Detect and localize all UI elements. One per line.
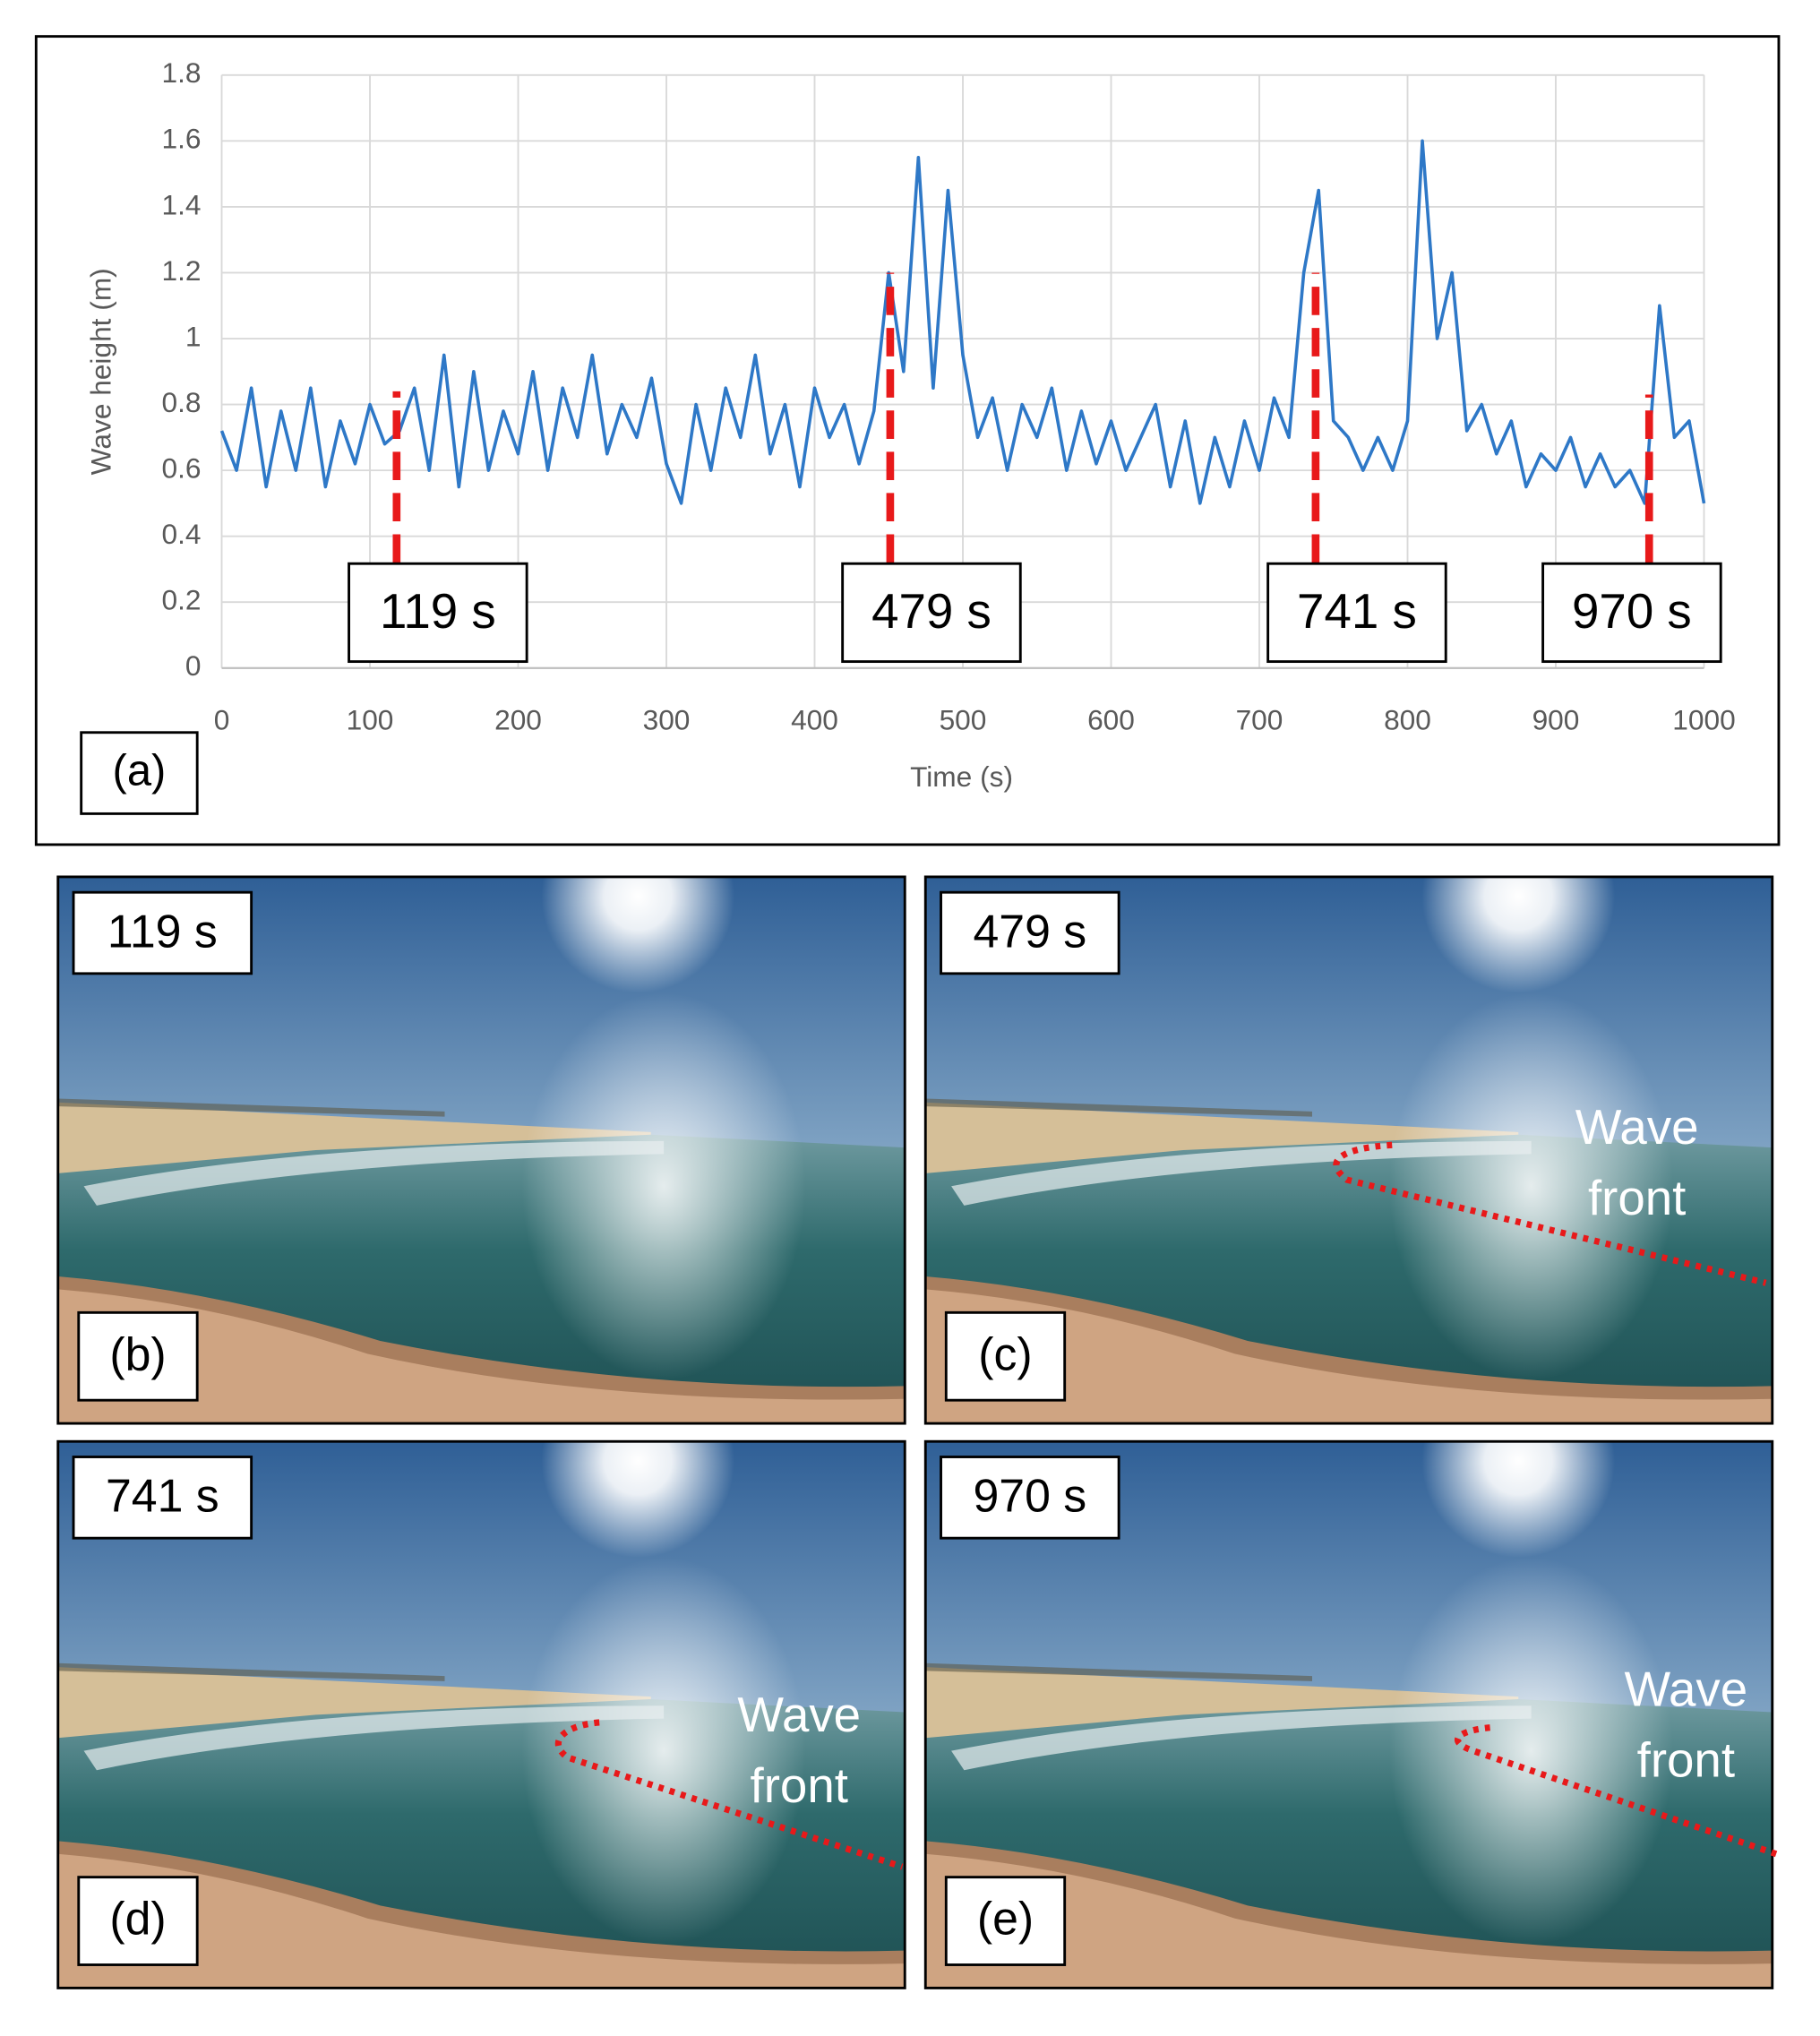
annotation: Wave	[1575, 1099, 1699, 1155]
x-tick-label: 800	[1384, 704, 1431, 736]
panel-border	[56, 875, 906, 1425]
photo	[925, 876, 1773, 1424]
glint	[521, 992, 806, 1380]
x-tick-label: 600	[1087, 704, 1135, 736]
photo-panel: 119 s (b)	[56, 875, 906, 1425]
time-label-box	[72, 890, 253, 975]
rocks-light	[925, 1289, 1773, 1424]
y-tick-label: 0	[185, 649, 202, 682]
glint	[1389, 992, 1673, 1380]
trees	[925, 1662, 1312, 1681]
glint	[521, 1557, 806, 1945]
photo	[925, 1441, 1773, 1989]
rocks-light	[925, 1853, 1773, 1989]
panel-border	[56, 1439, 906, 1989]
y-tick-label: 0.6	[161, 451, 201, 484]
marker-label-box	[841, 562, 1022, 664]
time-label-box	[72, 1456, 253, 1540]
panel-label-box	[80, 731, 199, 815]
x-tick-label: 100	[347, 704, 394, 736]
panel-label: (a)	[113, 747, 167, 795]
marker-label-box	[348, 562, 528, 664]
x-tick-label: 900	[1532, 704, 1580, 736]
annotation: front	[1588, 1170, 1686, 1225]
surf	[83, 1140, 665, 1206]
trees	[57, 1098, 445, 1117]
y-tick-label: 1.6	[161, 123, 201, 155]
time-label: 970 s	[973, 1470, 1086, 1522]
y-axis-title: Wave height (m)	[84, 268, 116, 475]
annotation: front	[1637, 1731, 1735, 1787]
surf	[951, 1705, 1532, 1771]
y-tick-label: 0.8	[161, 386, 201, 418]
photo	[57, 1441, 906, 1989]
y-tick-label: 1.8	[161, 56, 201, 89]
time-label: 741 s	[106, 1470, 219, 1522]
time-label-box	[940, 1456, 1120, 1540]
time-label: 479 s	[973, 905, 1086, 957]
x-tick-label: 500	[940, 704, 987, 736]
panel-label: (d)	[109, 1893, 166, 1945]
y-tick-label: 0.2	[161, 584, 201, 616]
y-tick-label: 1.4	[161, 188, 201, 220]
photo-panel: 479 s (c) Wave front	[923, 875, 1774, 1425]
marker-label: 119 s	[380, 583, 496, 639]
sun	[541, 1441, 735, 1558]
panel-label: (e)	[977, 1893, 1034, 1945]
trees	[57, 1662, 445, 1681]
trees	[925, 1098, 1312, 1117]
surf	[83, 1705, 665, 1771]
wave-front	[1333, 1141, 1767, 1286]
panel-border	[923, 1439, 1774, 1989]
surf	[951, 1140, 1532, 1206]
x-tick-label: 200	[494, 704, 542, 736]
panel-label-box	[77, 1876, 199, 1966]
panel-border	[923, 875, 1774, 1425]
annotation: front	[751, 1757, 848, 1813]
annotation: Wave	[1624, 1661, 1747, 1716]
marker-label: 479 s	[871, 583, 992, 639]
chart-frame	[34, 35, 1781, 846]
panel-label-box	[944, 1310, 1067, 1402]
annotation: Wave	[737, 1687, 861, 1742]
photo-panel: 741 s (d) Wave front	[56, 1439, 906, 1989]
y-tick-label: 1.2	[161, 254, 201, 287]
x-tick-label: 1000	[1672, 704, 1735, 736]
x-axis-title: Time (s)	[910, 760, 1013, 793]
y-tick-label: 1	[185, 320, 202, 352]
panel-label: (c)	[978, 1327, 1032, 1379]
time-label-box	[940, 890, 1120, 975]
rocks-light	[57, 1289, 906, 1424]
x-tick-label: 0	[214, 704, 230, 736]
marker-label: 741 s	[1297, 583, 1417, 639]
panel-label-box	[77, 1310, 199, 1402]
sun	[1421, 1441, 1616, 1558]
time-label: 119 s	[107, 905, 218, 957]
marker-label: 970 s	[1572, 583, 1692, 639]
x-tick-label: 300	[643, 704, 691, 736]
glint	[1389, 1557, 1673, 1945]
marker-label-box	[1541, 562, 1722, 664]
marker-label-box	[1266, 562, 1447, 664]
panel-label: (b)	[109, 1327, 166, 1379]
x-tick-label: 700	[1236, 704, 1283, 736]
sun	[1421, 876, 1616, 993]
x-tick-label: 400	[791, 704, 838, 736]
panel-label-box	[944, 1876, 1067, 1966]
y-tick-label: 0.4	[161, 518, 201, 550]
rocks-light	[57, 1853, 906, 1989]
data-line	[219, 139, 1706, 505]
sun	[541, 876, 735, 993]
photo-panel: 970 s (e) Wave front	[923, 1439, 1778, 1989]
